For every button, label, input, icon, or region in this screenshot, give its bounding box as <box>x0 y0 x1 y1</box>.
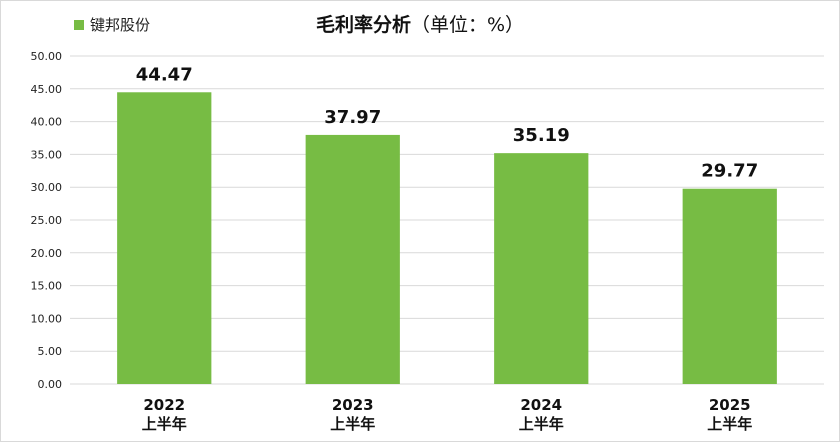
data-label: 37.97 <box>324 107 381 128</box>
chart-title-main: 毛利率分析 <box>315 14 411 36</box>
bar <box>494 153 589 384</box>
x-tick-label-period: 上半年 <box>142 415 187 433</box>
data-label: 35.19 <box>513 125 570 146</box>
y-tick-label: 20.00 <box>31 247 63 260</box>
y-tick-label: 0.00 <box>38 378 63 391</box>
y-tick-label: 45.00 <box>31 83 63 96</box>
y-tick-label: 30.00 <box>31 181 63 194</box>
chart-title-unit: （单位：%） <box>410 14 525 36</box>
y-tick-label: 50.00 <box>31 50 63 63</box>
y-tick-label: 5.00 <box>38 345 63 358</box>
x-tick-label-period: 上半年 <box>519 415 564 433</box>
x-tick-label-year: 2024 <box>520 396 562 414</box>
y-tick-label: 40.00 <box>31 116 63 129</box>
x-tick-label-period: 上半年 <box>707 415 752 433</box>
x-tick-label-year: 2022 <box>143 396 185 414</box>
x-tick-label-year: 2025 <box>709 396 751 414</box>
legend-swatch <box>74 19 84 30</box>
y-tick-label: 25.00 <box>31 214 63 227</box>
y-tick-label: 10.00 <box>31 312 63 325</box>
y-tick-label: 35.00 <box>31 148 63 161</box>
x-tick-label-period: 上半年 <box>330 415 375 433</box>
x-tick-label-year: 2023 <box>332 396 374 414</box>
legend-label: 键邦股份 <box>90 16 151 34</box>
bar <box>117 92 212 385</box>
y-tick-label: 15.00 <box>31 280 63 293</box>
legend: 键邦股份 <box>74 14 150 35</box>
bar <box>682 188 777 384</box>
data-label: 29.77 <box>701 161 758 182</box>
chart-title: 毛利率分析（单位：%） <box>0 10 840 37</box>
bar <box>305 134 400 384</box>
data-label: 44.47 <box>136 64 193 85</box>
